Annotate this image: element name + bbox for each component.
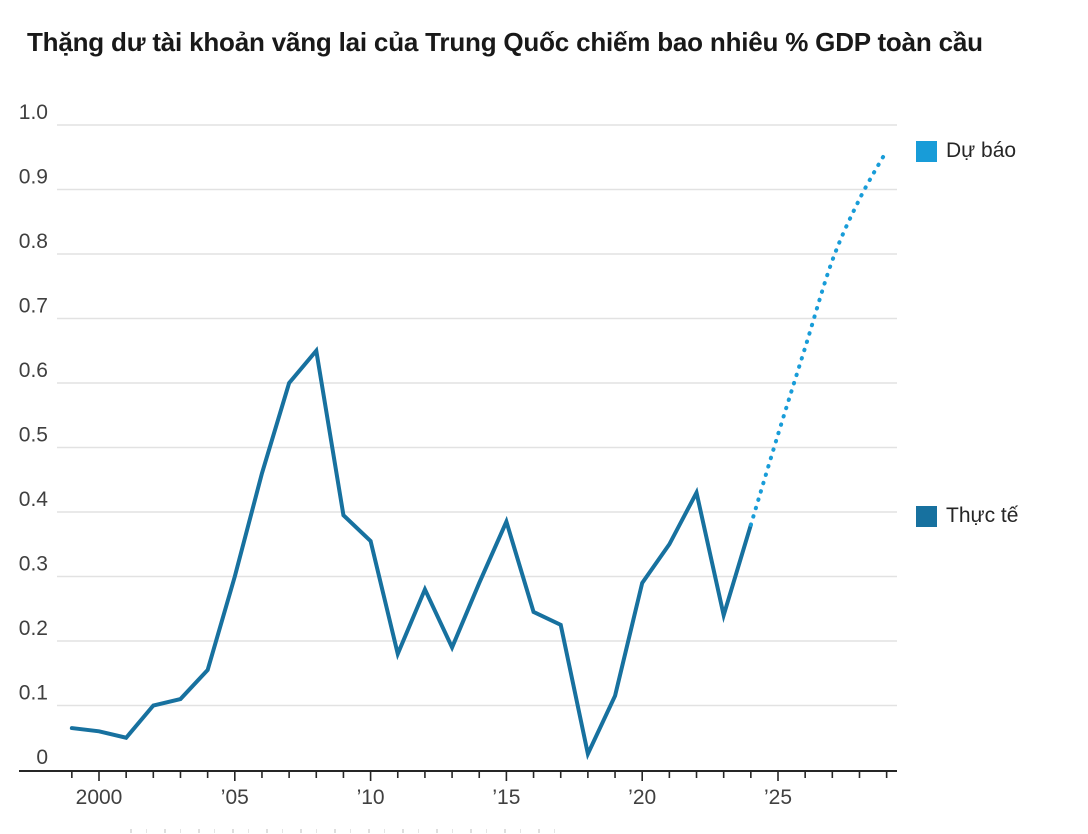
y-axis-tick-label: 0 [36, 746, 48, 769]
y-axis-tick-label: 0.3 [19, 553, 48, 576]
y-axis-tick-label: 0.2 [19, 617, 48, 640]
y-axis-tick-label: 0.8 [19, 230, 48, 253]
x-axis-tick-label: 2000 [76, 786, 123, 809]
x-axis-tick-label: ’15 [492, 786, 520, 809]
legend-item-actual: Thực tế [916, 504, 1018, 528]
legend-actual-label: Thực tế [946, 504, 1019, 527]
actual-swatch-icon [916, 505, 937, 527]
y-axis-tick-label: 0.5 [19, 424, 48, 447]
x-axis-tick-label: ’25 [764, 786, 792, 809]
y-axis-tick-label: 0.9 [19, 166, 48, 189]
legend-forecast-label: Dự báo [946, 139, 1017, 162]
forecast-line [748, 148, 889, 527]
forecast-swatch-icon [916, 140, 937, 162]
y-axis-tick-label: 0.4 [19, 488, 49, 511]
y-axis-tick-label: 0.7 [19, 295, 48, 318]
legend-item-forecast: Dự báo [916, 139, 1016, 163]
y-axis-tick-label: 0.6 [19, 359, 48, 382]
chart-title: Thặng dư tài khoản vãng lai của Trung Qu… [27, 27, 983, 57]
y-axis-tick-label: 0.1 [19, 682, 48, 705]
x-axis-tick-label: ’10 [357, 786, 385, 809]
x-axis-tick-label: ’05 [221, 786, 249, 809]
y-axis-tick-label: 1.0 [19, 101, 48, 124]
x-axis-tick-label: ’20 [628, 786, 656, 809]
clipped-source-text [130, 829, 566, 833]
actual-line [69, 346, 753, 761]
